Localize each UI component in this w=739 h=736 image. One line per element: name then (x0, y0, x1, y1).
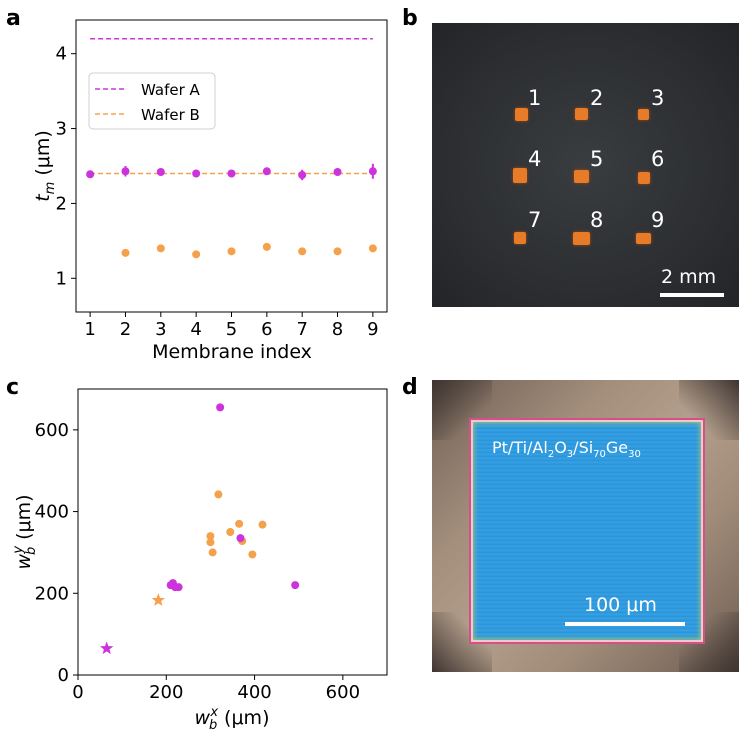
chart-a-xtick-label: 6 (261, 319, 272, 340)
layer-ge: Ge (605, 438, 629, 457)
wafer-a-point (262, 167, 271, 176)
wafer-a-point (156, 167, 165, 176)
chart-a-legend: Wafer A Wafer B (88, 72, 216, 130)
layer-si: /Si (573, 438, 594, 457)
chart-a-xlabel: Membrane index (152, 341, 312, 363)
layer-ge-sub: 30 (628, 449, 641, 461)
wafer-a-point (192, 169, 201, 178)
layer-al-sub: 2 (547, 449, 555, 461)
chart-a-ytick-label: 2 (56, 193, 67, 214)
chart-a-xtick-label: 4 (190, 319, 201, 340)
membrane-label-6: 6 (651, 147, 665, 171)
chart-a-ylabel-unit: (μm) (32, 130, 54, 181)
membrane-micrograph: Pt/Ti/Al2O3/Si70Ge30 100 μm (432, 380, 739, 672)
chart-a-ytick-label: 3 (56, 119, 67, 140)
wafer-b-point (156, 244, 165, 253)
chart-a-xtick-label: 9 (367, 319, 378, 340)
chart-a-frame (75, 19, 388, 313)
membrane-label-1: 1 (528, 86, 542, 110)
layer-o: O (554, 438, 567, 457)
chart-a-ylabel-sub: m (43, 182, 58, 195)
material-stack-label: Pt/Ti/Al2O3/Si70Ge30 (492, 438, 641, 460)
legend-box (88, 72, 216, 130)
wafer-b-point (262, 242, 271, 251)
membrane-5 (574, 170, 589, 183)
membrane-4 (513, 168, 527, 183)
membrane-3 (638, 109, 649, 120)
wafer-a-point (333, 167, 342, 176)
panel-letter-b: b (402, 6, 418, 31)
photo-b-background (432, 23, 739, 307)
wafer-b-point (298, 247, 307, 256)
membrane-6 (638, 172, 650, 184)
wafer-b-point (368, 244, 377, 253)
membrane-7 (514, 232, 526, 244)
chart-a-ylabel: tm (μm) (32, 130, 58, 202)
chart-a-ytick-label: 1 (56, 268, 67, 289)
wafer-a-point (121, 167, 130, 176)
wafer-a-point (227, 169, 236, 178)
layer-pt-ti-al: Pt/Ti/Al (492, 438, 548, 457)
scale-bar-label-b: 2 mm (661, 266, 717, 288)
membrane-1 (515, 108, 528, 121)
membrane-label-5: 5 (590, 147, 604, 171)
membrane-square (471, 420, 703, 642)
chart-a-xtick-label: 2 (120, 319, 131, 340)
membrane-8 (573, 232, 590, 245)
panel-letter-c: c (6, 375, 20, 400)
wafer-b-point (333, 247, 342, 256)
membrane-label-7: 7 (528, 208, 542, 232)
membrane-label-3: 3 (651, 86, 665, 110)
chart-a-xtick-label: 8 (332, 319, 343, 340)
wafer-b-point (227, 247, 236, 256)
legend-label-wafer-b: Wafer B (141, 106, 200, 124)
membrane-label-4: 4 (528, 147, 542, 171)
chart-a-xtick-label: 1 (84, 319, 95, 340)
panel-letter-d: d (402, 375, 418, 400)
wafer-b-point (121, 248, 130, 257)
scale-bar-label-d: 100 μm (584, 594, 657, 616)
membrane-label-9: 9 (651, 208, 665, 232)
panel-letter-a: a (6, 6, 21, 31)
scale-bar-b (660, 293, 724, 297)
chart-a-xtick-label: 5 (226, 319, 237, 340)
chart-a-xtick-label: 7 (296, 319, 307, 340)
layer-o-sub: 3 (566, 449, 574, 461)
legend-label-wafer-a: Wafer A (141, 81, 201, 99)
chart-a-xtick-label: 3 (155, 319, 166, 340)
membrane-array-photo: 1 2 3 4 5 6 7 8 9 2 mm (432, 23, 739, 307)
membrane-2 (575, 108, 588, 120)
membrane-label-2: 2 (590, 86, 604, 110)
wafer-a-point (368, 167, 377, 176)
scale-bar-d (565, 622, 685, 626)
wafer-a-point (86, 170, 95, 179)
wafer-a-point (298, 170, 307, 179)
chart-a-ytick-label: 4 (56, 44, 67, 65)
membrane-label-8: 8 (590, 208, 604, 232)
membrane-9 (636, 233, 651, 244)
chart-a-ylabel-main: t (32, 193, 54, 202)
wafer-b-point (192, 250, 201, 259)
layer-si-sub: 70 (593, 449, 606, 461)
